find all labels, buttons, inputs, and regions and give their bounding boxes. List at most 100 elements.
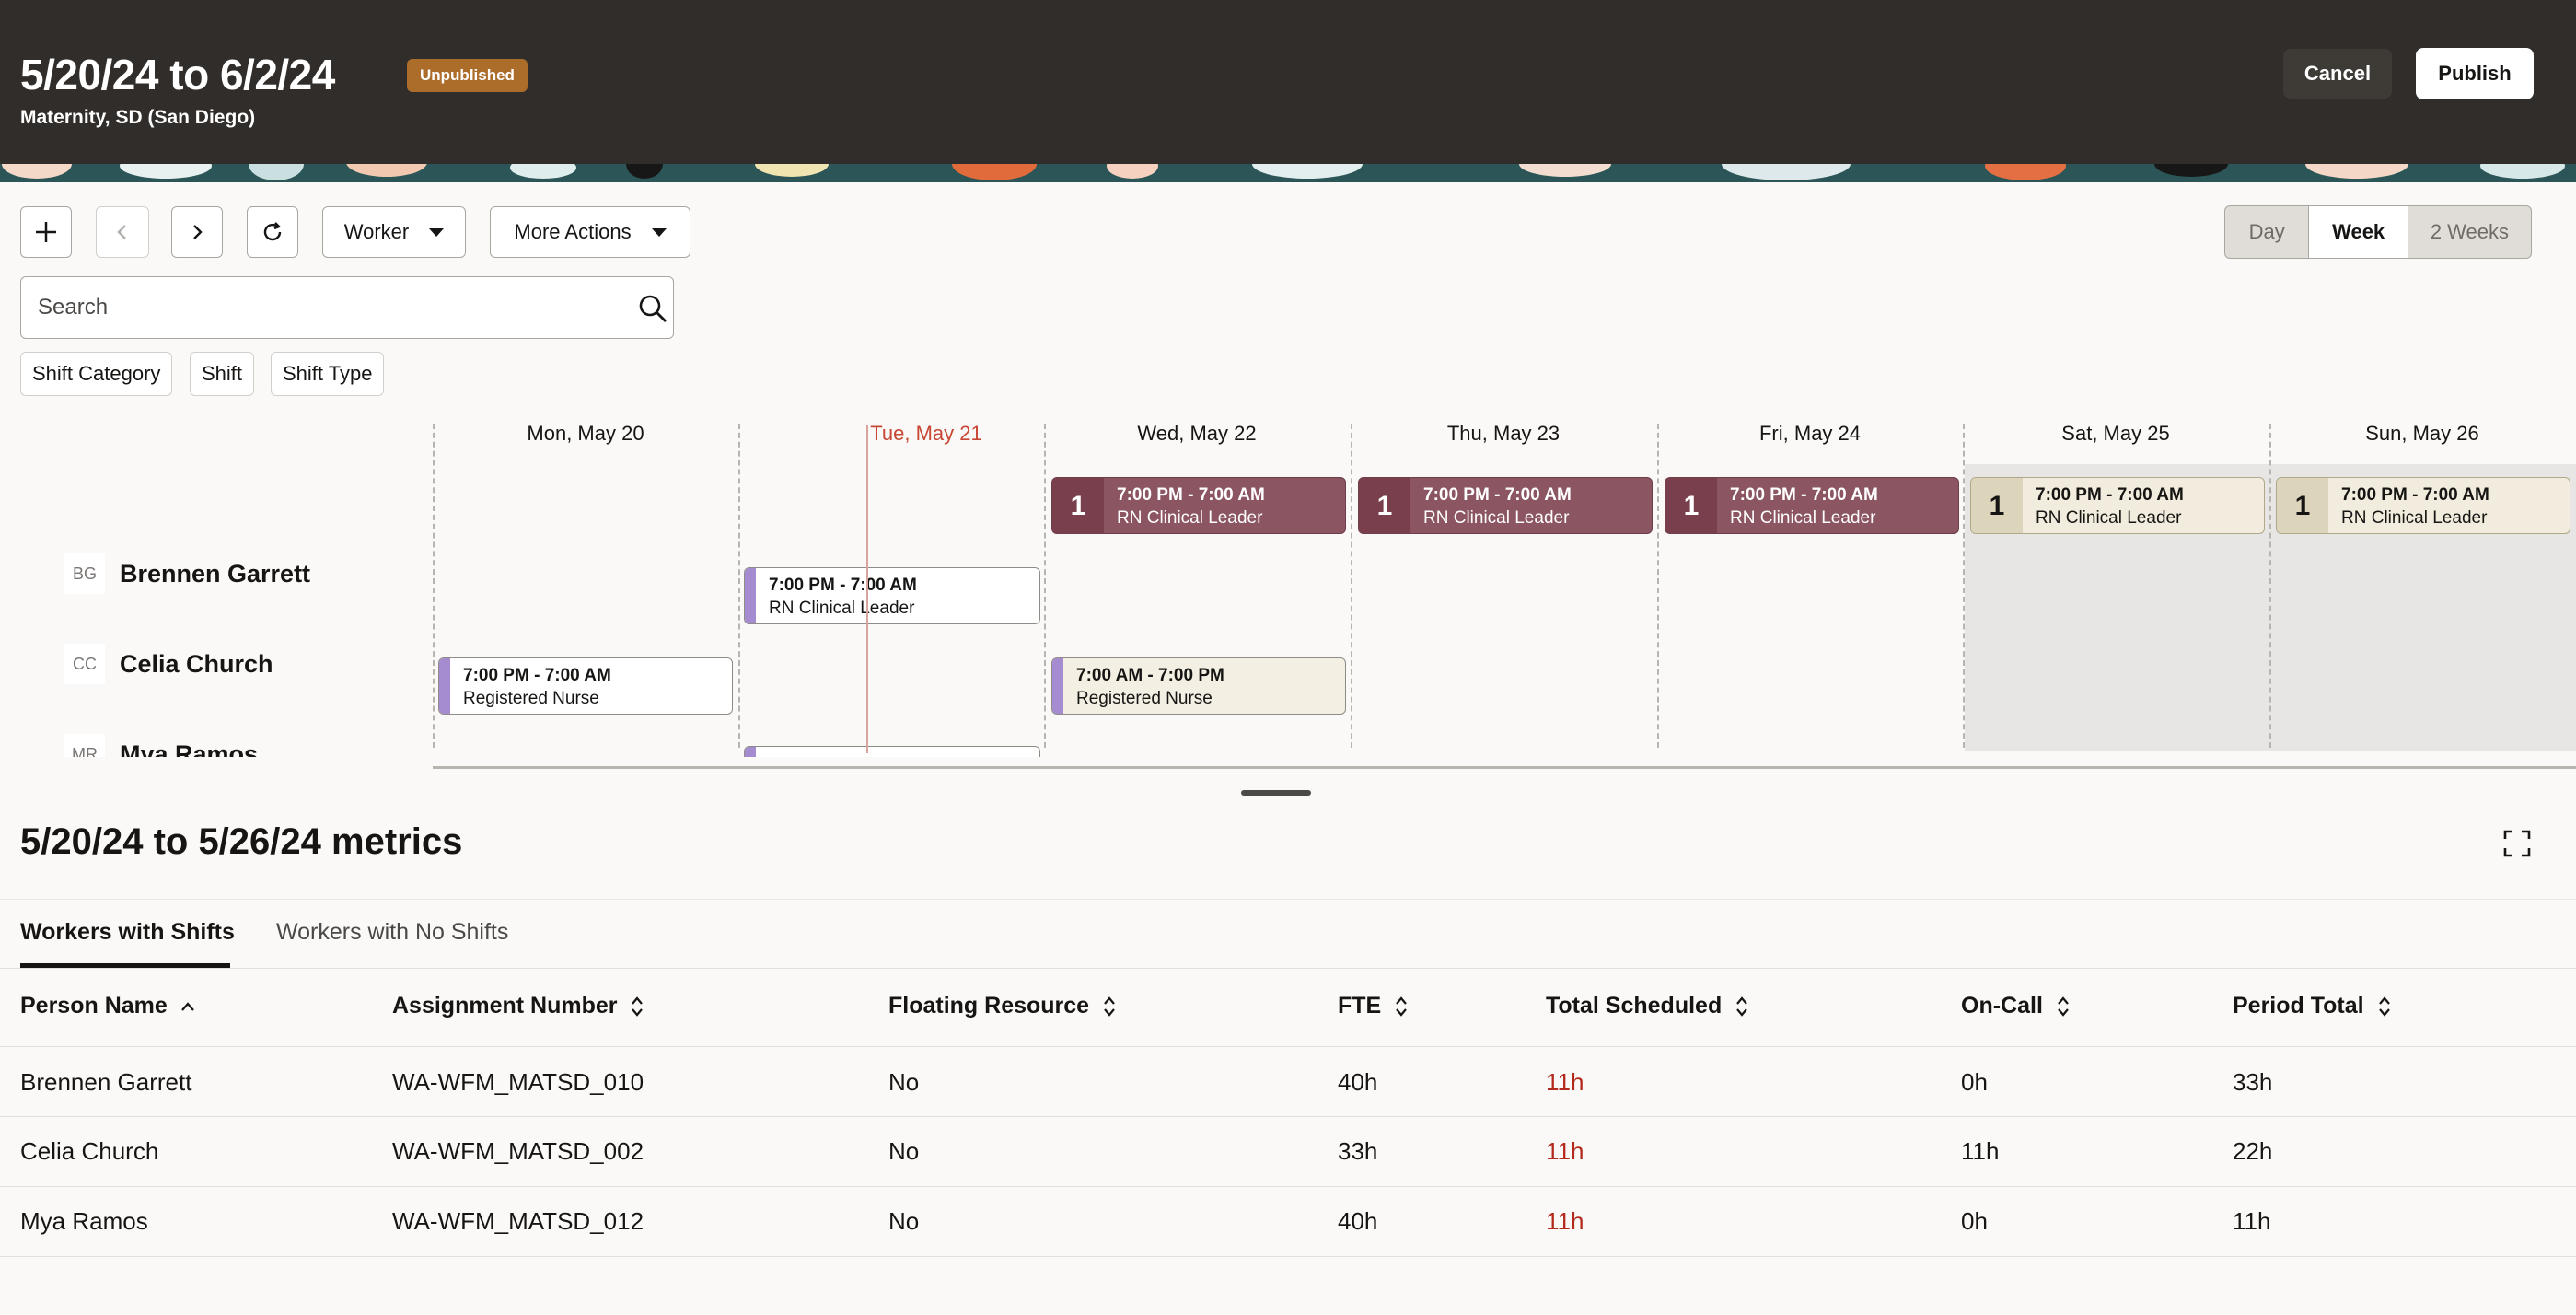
- divider: [0, 1256, 2576, 1257]
- open-shift-count: 1: [1971, 478, 2023, 533]
- assigned-shift[interactable]: 7:00 PM - 7:00 AM Registered Nurse: [438, 658, 733, 715]
- column-header-period-total[interactable]: Period Total: [2233, 993, 2392, 1019]
- shift-accent: [439, 658, 450, 714]
- column-header-total-scheduled[interactable]: Total Scheduled: [1546, 993, 1749, 1019]
- column-divider: [433, 424, 435, 748]
- more-actions-dropdown[interactable]: More Actions: [490, 206, 690, 258]
- worker-row[interactable]: MR Mya Ramos: [64, 731, 258, 757]
- next-button[interactable]: [171, 206, 223, 258]
- column-divider: [1963, 424, 1965, 748]
- filter-shift-category[interactable]: Shift Category: [20, 352, 173, 396]
- avatar: CC: [64, 644, 105, 684]
- cell-person-name: Mya Ramos: [20, 1207, 148, 1235]
- page-header: 5/20/24 to 6/2/24 Unpublished Maternity,…: [0, 0, 2576, 164]
- column-label: Total Scheduled: [1546, 993, 1723, 1018]
- column-label: Floating Resource: [888, 993, 1090, 1018]
- divider: [0, 1116, 2576, 1117]
- day-header-sun: Sun, May 26: [2365, 422, 2479, 445]
- plus-icon: [36, 222, 56, 242]
- open-shift-count: 1: [1052, 478, 1104, 533]
- day-header-mon: Mon, May 20: [527, 422, 644, 445]
- cell-fte: 33h: [1338, 1137, 1378, 1165]
- day-header-fri: Fri, May 24: [1758, 422, 1862, 445]
- worker-row[interactable]: BG Brennen Garrett: [64, 551, 310, 597]
- cell-on-call: 11h: [1961, 1137, 2000, 1165]
- cell-on-call: 0h: [1961, 1068, 1988, 1096]
- view-week-button[interactable]: Week: [2309, 206, 2408, 258]
- shift-time: 7:00 PM - 7:00 AM: [1423, 485, 1572, 505]
- cell-period-total: 22h: [2233, 1137, 2273, 1165]
- worker-name: Mya Ramos: [120, 739, 259, 758]
- publish-button[interactable]: Publish: [2416, 48, 2534, 99]
- cell-floating-resource: No: [888, 1207, 920, 1235]
- worker-list: BG Brennen Garrett CC Celia Church MR My…: [0, 534, 433, 757]
- sort-icon: [1396, 995, 1408, 1017]
- open-shift-count: 1: [2277, 478, 2328, 533]
- cell-on-call: 0h: [1961, 1207, 1988, 1235]
- filter-shift-type[interactable]: Shift Type: [271, 352, 385, 396]
- assigned-shift-partial[interactable]: [744, 746, 1040, 757]
- shift-time: 7:00 PM - 7:00 AM: [2341, 485, 2489, 505]
- shift-time: 7:00 AM - 7:00 PM: [1076, 666, 1224, 685]
- cell-period-total: 33h: [2233, 1068, 2273, 1096]
- column-label: Person Name: [20, 993, 168, 1018]
- shift-role: RN Clinical Leader: [769, 599, 915, 618]
- chevron-left-icon: [117, 225, 126, 239]
- assigned-shift[interactable]: 7:00 PM - 7:00 AM RN Clinical Leader: [744, 567, 1040, 624]
- open-shift-sat[interactable]: 1 7:00 PM - 7:00 AM RN Clinical Leader: [1970, 477, 2265, 534]
- expand-icon[interactable]: [2502, 829, 2532, 858]
- cell-assignment-number: WA-WFM_MATSD_012: [392, 1207, 644, 1235]
- view-toggle: Day Week 2 Weeks: [2224, 205, 2532, 259]
- shift-time: 7:00 PM - 7:00 AM: [1730, 485, 1878, 505]
- assigned-shift[interactable]: 7:00 AM - 7:00 PM Registered Nurse: [1051, 658, 1346, 715]
- column-header-assignment-number[interactable]: Assignment Number: [392, 993, 644, 1019]
- shift-role: Registered Nurse: [463, 689, 599, 708]
- column-label: On-Call: [1961, 993, 2043, 1018]
- cancel-button[interactable]: Cancel: [2283, 49, 2392, 99]
- column-label: Period Total: [2233, 993, 2364, 1018]
- column-divider: [1044, 424, 1046, 748]
- shift-time: 7:00 PM - 7:00 AM: [769, 576, 917, 595]
- shift-time: 7:00 PM - 7:00 AM: [463, 666, 611, 685]
- shift-time: 7:00 PM - 7:00 AM: [2036, 485, 2184, 505]
- column-header-on-call[interactable]: On-Call: [1961, 993, 2071, 1019]
- shift-role: RN Clinical Leader: [2341, 508, 2488, 528]
- open-shift-sun[interactable]: 1 7:00 PM - 7:00 AM RN Clinical Leader: [2276, 477, 2570, 534]
- open-shift-wed[interactable]: 1 7:00 PM - 7:00 AM RN Clinical Leader: [1051, 477, 1346, 534]
- caret-down-icon: [429, 227, 445, 237]
- shift-accent: [745, 568, 756, 623]
- add-button[interactable]: [20, 206, 72, 258]
- resize-handle[interactable]: [1241, 790, 1311, 796]
- column-header-person-name[interactable]: Person Name: [20, 993, 195, 1019]
- shift-role: RN Clinical Leader: [1117, 508, 1263, 528]
- open-shift-fri[interactable]: 1 7:00 PM - 7:00 AM RN Clinical Leader: [1665, 477, 1959, 534]
- column-header-floating-resource[interactable]: Floating Resource: [888, 993, 1117, 1019]
- view-two-weeks-button[interactable]: 2 Weeks: [2430, 220, 2509, 243]
- open-shift-thu[interactable]: 1 7:00 PM - 7:00 AM RN Clinical Leader: [1358, 477, 1653, 534]
- refresh-button[interactable]: [247, 206, 298, 258]
- search-input[interactable]: [38, 277, 590, 338]
- open-shift-count: 1: [1359, 478, 1410, 533]
- shift-accent: [1052, 658, 1063, 714]
- worker-row[interactable]: CC Celia Church: [64, 641, 273, 687]
- shift-role: RN Clinical Leader: [1423, 508, 1570, 528]
- previous-button[interactable]: [96, 206, 149, 258]
- view-day-button[interactable]: Day: [2225, 206, 2310, 258]
- sort-ascending-icon: [180, 1001, 194, 1011]
- cell-total-scheduled: 11h: [1546, 1207, 1584, 1235]
- shift-role: RN Clinical Leader: [1730, 508, 1876, 528]
- caret-down-icon: [651, 227, 667, 237]
- column-divider: [738, 424, 740, 748]
- day-header-thu: Thu, May 23: [1446, 422, 1561, 445]
- cell-total-scheduled: 11h: [1546, 1068, 1584, 1096]
- column-header-fte[interactable]: FTE: [1338, 993, 1409, 1019]
- tab-workers-with-shifts[interactable]: Workers with Shifts: [20, 919, 235, 945]
- search-icon[interactable]: [636, 292, 669, 325]
- page-subtitle: Maternity, SD (San Diego): [20, 107, 256, 128]
- more-actions-label: More Actions: [514, 220, 632, 243]
- tab-workers-with-no-shifts[interactable]: Workers with No Shifts: [276, 919, 509, 945]
- status-badge: Unpublished: [407, 59, 528, 92]
- filter-shift[interactable]: Shift: [190, 352, 255, 396]
- day-header-sat: Sat, May 25: [2061, 422, 2170, 445]
- worker-dropdown[interactable]: Worker: [322, 206, 466, 258]
